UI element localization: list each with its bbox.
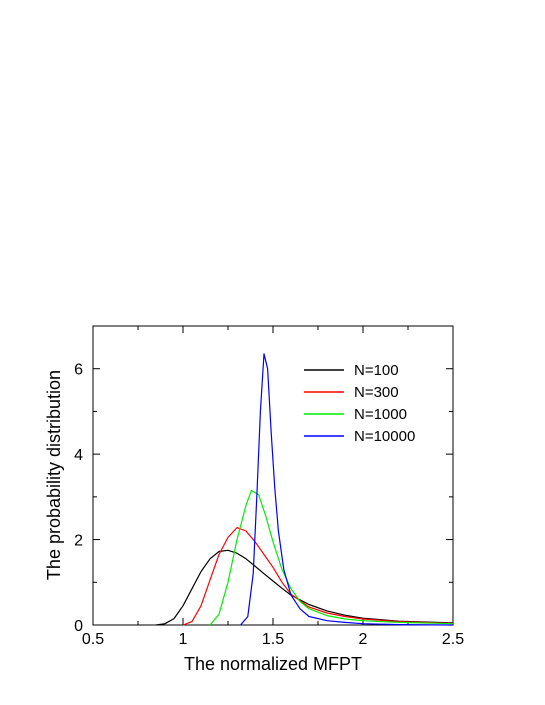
plot-frame: [92, 325, 454, 626]
legend-label: N=300: [354, 384, 399, 401]
legend: N=100 N=300 N=1000 N=10000: [304, 362, 415, 445]
y-tick-label: 4: [74, 447, 83, 464]
series-line-n-300: [182, 526, 454, 626]
x-axis-label: The normalized MFPT: [184, 654, 362, 674]
y-tick-label: 2: [74, 533, 83, 550]
x-tick-label: 2: [359, 631, 368, 648]
x-tick-label: 0.5: [82, 631, 104, 648]
axis-ticks: 0.5 1 1.5 2 2.5 0 2 4 6: [74, 326, 464, 648]
x-tick-label: 2.5: [442, 631, 464, 648]
legend-label: N=10000: [354, 428, 415, 445]
y-tick-label: 6: [74, 362, 83, 379]
x-tick-label: 1.5: [262, 631, 284, 648]
series-line-n-100: [155, 549, 454, 626]
series-line-n-10000: [240, 353, 454, 626]
series-layer: [155, 353, 454, 626]
legend-label: N=1000: [354, 406, 407, 423]
legend-label: N=100: [354, 362, 399, 379]
x-tick-label: 1: [179, 631, 188, 648]
y-axis-label: The probability distribution: [44, 370, 64, 580]
y-tick-label: 0: [74, 618, 83, 635]
series-line-n-1000: [209, 489, 454, 626]
